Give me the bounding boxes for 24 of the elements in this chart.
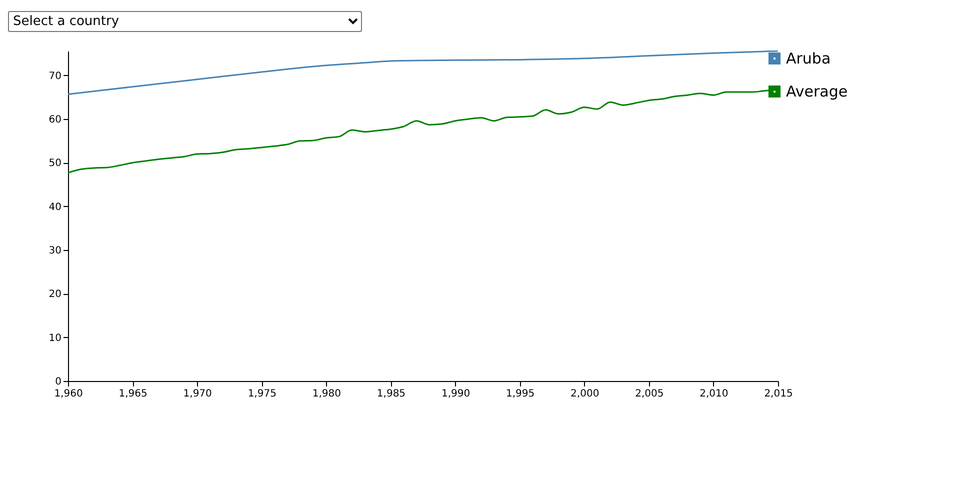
y-tick-label: 70 xyxy=(48,70,62,82)
legend-label: Average xyxy=(786,82,848,100)
y-tick-label: 60 xyxy=(48,114,62,126)
y-tick-label: 0 xyxy=(55,376,62,388)
y-tick-label: 50 xyxy=(48,158,62,170)
country-dropdown: Select a country xyxy=(8,11,362,32)
y-tick-label: 30 xyxy=(48,246,62,257)
y-tick-label: 40 xyxy=(48,202,62,213)
x-tick-label: 1,995 xyxy=(506,388,535,400)
x-tick-label: 2,000 xyxy=(570,388,600,400)
x-tick-label: 1,960 xyxy=(54,388,83,400)
x-tick-label: 1,970 xyxy=(183,388,212,400)
x-tick-label: 2,005 xyxy=(635,388,664,400)
x-tick-label: 1,965 xyxy=(118,388,148,400)
y-tick-label: 10 xyxy=(48,332,62,344)
x-tick-label: 2,010 xyxy=(700,388,728,400)
legend-label: Aruba xyxy=(786,50,831,68)
x-tick-label: 2,015 xyxy=(764,388,793,400)
x-tick-label: 1,990 xyxy=(441,388,470,400)
x-tick-label: 1,975 xyxy=(248,388,276,400)
x-tick-label: 1,980 xyxy=(312,388,341,400)
y-tick-label: 20 xyxy=(48,289,62,300)
x-tick-label: 1,985 xyxy=(376,388,406,400)
line-series xyxy=(67,50,779,95)
